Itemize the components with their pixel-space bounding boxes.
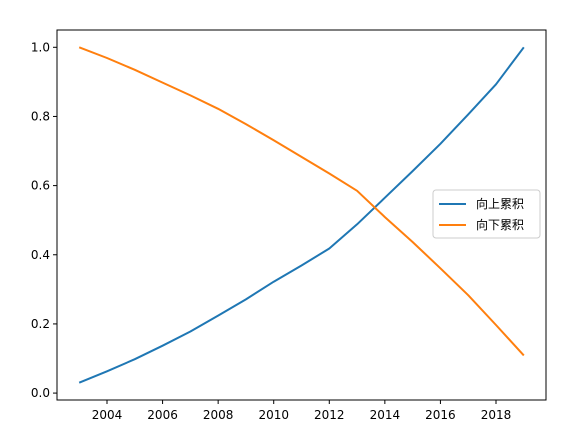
- y-tick-label: 0.6: [31, 179, 50, 193]
- x-tick-label: 2008: [203, 408, 234, 422]
- x-tick-label: 2004: [92, 408, 123, 422]
- x-axis: 2004 2006 2008 2010 2012 2014 2016 2018: [92, 400, 512, 422]
- series-line-upward: [78, 46, 525, 384]
- y-tick-label: 0.8: [31, 109, 50, 123]
- series-line-downward: [78, 46, 525, 357]
- y-tick-label: 0.4: [31, 248, 50, 262]
- y-tick-label: 0.2: [31, 317, 50, 331]
- legend-label-downward: 向下累积: [476, 217, 524, 232]
- legend: 向上累积 向下累积: [432, 189, 541, 239]
- y-tick-label: 0.0: [31, 386, 50, 400]
- x-tick-label: 2006: [147, 408, 178, 422]
- x-tick-label: 2014: [370, 408, 401, 422]
- y-tick-label: 1.0: [31, 40, 50, 54]
- x-tick-label: 2018: [481, 408, 512, 422]
- series-lines: [78, 46, 525, 384]
- x-tick-label: 2016: [425, 408, 456, 422]
- x-tick-label: 2010: [258, 408, 289, 422]
- y-axis: 0.0 0.2 0.4 0.6 0.8 1.0: [31, 40, 57, 400]
- legend-label-upward: 向上累积: [476, 196, 524, 211]
- x-tick-label: 2012: [314, 408, 345, 422]
